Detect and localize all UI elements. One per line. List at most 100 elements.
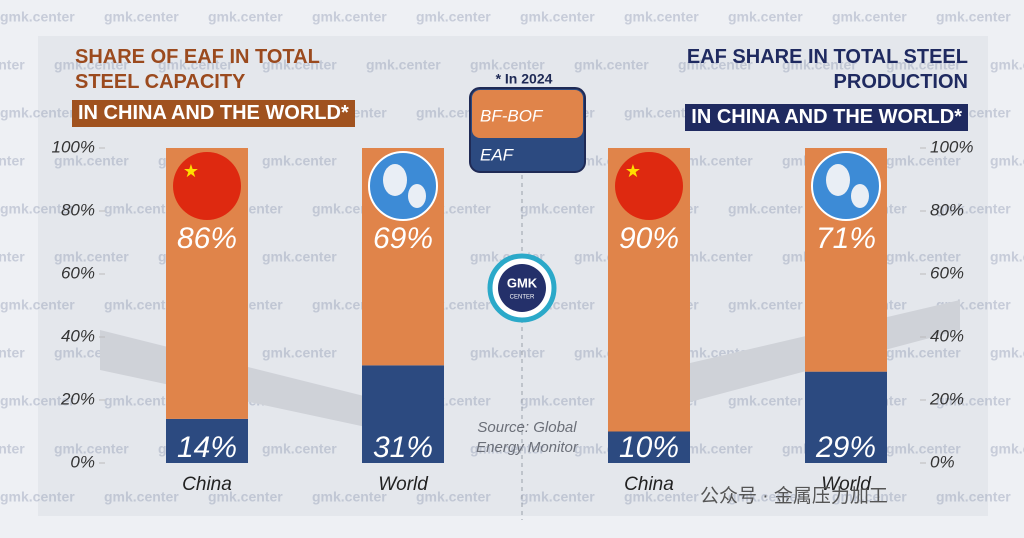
note: * In 2024 [496,71,553,87]
legend-label: BF-BOF [480,106,544,125]
watermark: gmk.center [728,393,803,409]
watermark: gmk.center [312,9,387,25]
watermark: gmk.center [990,441,1024,457]
value-label: 14% [177,431,237,464]
chart-title: EAF SHARE IN TOTAL STEEL PRODUCTION [686,46,968,93]
watermark: gmk.center [54,57,129,73]
watermark: gmk.center [678,153,753,169]
watermark: gmk.center [990,249,1024,265]
watermark: gmk.center [158,57,233,73]
y-tick-label: 60% [61,263,95,282]
value-label: 71% [816,222,876,255]
watermark: gmk.center [208,9,283,25]
watermark: gmk.center [624,489,699,505]
watermark: gmk.center [104,393,179,409]
watermark: gmk.center [574,57,649,73]
watermark: gmk.center [104,9,179,25]
value-label: 10% [619,431,679,464]
x-tick-label: World [821,474,872,495]
watermark: gmk.center [678,249,753,265]
watermark: gmk.center [936,393,1011,409]
bar-segment [805,371,887,463]
watermark: gmk.center [470,345,545,361]
flag-star: ★ [625,161,641,181]
globe-land [408,184,426,208]
watermark: gmk.center [54,441,129,457]
watermark: gmk.center [624,105,699,121]
watermark: gmk.center [728,9,803,25]
x-tick-label: World [378,474,429,495]
watermark: gmk.center [262,441,337,457]
x-tick-label: China [624,474,674,495]
y-tick-label: 100% [52,137,95,156]
watermark: gmk.center [886,153,961,169]
y-tick-label: 100% [930,137,973,156]
watermark: gmk.center [0,57,25,73]
watermark: gmk.center [886,249,961,265]
watermark: gmk.center [678,57,753,73]
footer: 公众号 · 金属压力加工 [700,485,888,507]
globe-land [383,164,407,196]
watermark: gmk.center [470,57,545,73]
watermark: gmk.center [728,297,803,313]
bar-segment [362,365,444,463]
y-tick-label: 80% [930,200,964,219]
watermark: gmk.center [366,57,441,73]
value-label: 86% [177,222,237,255]
watermark: gmk.center [416,9,491,25]
watermark: gmk.center [886,57,961,73]
watermark: gmk.center [262,249,337,265]
watermark: gmk.center [0,105,75,121]
logo: GMK CENTER [487,253,557,323]
bar-segment [166,418,248,463]
value-label: 90% [619,222,679,255]
watermark: gmk.center [832,9,907,25]
watermark: gmk.center [0,153,25,169]
watermark: gmk.center [990,345,1024,361]
watermark: gmk.center [0,249,25,265]
chart-subtitle: IN CHINA AND THE WORLD* [685,104,968,131]
value-label: 29% [815,431,876,464]
watermark: gmk.center [520,489,595,505]
watermark: gmk.center [520,393,595,409]
watermark: gmk.center [678,441,753,457]
watermark: gmk.center [936,201,1011,217]
watermark: gmk.center [832,489,907,505]
watermark: gmk.center [520,9,595,25]
logo-subtext: CENTER [510,295,535,301]
watermark: gmk.center [936,489,1011,505]
y-tick-label: 60% [930,263,964,282]
logo-core [498,264,546,312]
flag-icon [615,152,683,220]
watermark: gmk.center [0,345,25,361]
watermark: gmk.center [208,489,283,505]
watermark: gmk.center [990,153,1024,169]
flag-icon [173,152,241,220]
flag-star: ★ [183,161,199,181]
legend: BF-BOF EAF [469,87,586,173]
y-tick-label: 40% [61,326,95,345]
globe-land [826,164,850,196]
y-tick-label: 40% [930,326,964,345]
source: Source: Global Energy Monitor [476,419,578,456]
value-label: 69% [373,222,433,255]
watermark: gmk.center [104,489,179,505]
y-tick-label: 0% [930,452,955,471]
watermark: gmk.center [312,489,387,505]
watermark: gmk.center [520,201,595,217]
legend-swatch [472,90,583,138]
watermark: gmk.center [728,201,803,217]
watermark: gmk.center [0,489,75,505]
watermark: gmk.center [262,153,337,169]
watermark: gmk.center [104,297,179,313]
y-tick-label: 20% [60,389,95,408]
watermark: gmk.center [0,9,75,25]
x-tick-label: China [182,474,232,495]
watermark: gmk.center [54,249,129,265]
watermark: gmk.center [728,489,803,505]
watermark: gmk.center [104,201,179,217]
legend-label: EAF [480,145,515,164]
watermark: gmk.center [782,57,857,73]
watermark: gmk.center [0,297,75,313]
y-tick-label: 0% [70,452,95,471]
